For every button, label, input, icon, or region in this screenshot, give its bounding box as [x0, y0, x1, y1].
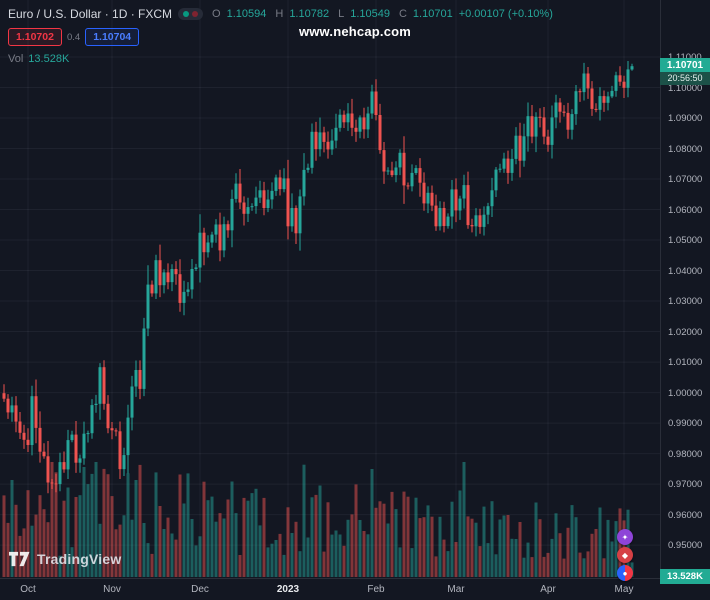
status-dot-red-icon — [192, 11, 199, 17]
price-tick-label: 1.11000 — [668, 52, 702, 63]
price-tick-label: 1.02000 — [668, 327, 703, 338]
price-tick-label: 0.99000 — [668, 418, 703, 429]
floating-action-button-dual[interactable]: ● — [617, 565, 633, 581]
status-dot-green-icon — [183, 11, 190, 17]
tradingview-logo-text: TradingView — [37, 551, 122, 567]
market-status-indicator[interactable] — [178, 8, 204, 20]
price-tick-label: 1.09000 — [668, 113, 703, 124]
last-price-value: 1.10701 — [660, 58, 710, 72]
bid-ask-row: 1.10702 0.4 1.10704 — [8, 28, 553, 46]
floating-action-button-diamond[interactable]: ◆ — [617, 547, 633, 563]
buy-button[interactable]: 1.10704 — [85, 28, 140, 46]
price-tick-label: 1.04000 — [668, 266, 703, 277]
time-tick-label: 2023 — [276, 584, 300, 595]
tradingview-logo-icon — [9, 551, 30, 567]
floating-action-button-sparkle[interactable]: ✦ — [617, 529, 633, 545]
time-tick-label: Nov — [103, 584, 121, 595]
candlestick-chart[interactable] — [0, 0, 660, 578]
time-axis[interactable]: Oct Nov Dec 2023 Feb Mar Apr May — [0, 578, 710, 600]
price-tick-label: 0.98000 — [668, 449, 703, 460]
time-tick-label: Feb — [367, 584, 385, 595]
time-tick-label: Oct — [20, 584, 36, 595]
open-value: 1.10594 — [226, 8, 267, 20]
floating-buttons: ✦ ◆ ● — [617, 529, 633, 581]
tradingview-logo[interactable]: TradingView — [9, 551, 121, 567]
price-tick-label: 1.00000 — [668, 388, 703, 399]
price-tick-label: 1.06000 — [668, 205, 703, 216]
price-tick-label: 1.05000 — [668, 235, 703, 246]
symbol-title[interactable]: Euro / U.S. Dollar · 1D · FXCM — [8, 7, 173, 21]
spread-value: 0.4 — [66, 31, 81, 43]
price-tick-label: 1.10000 — [668, 83, 703, 94]
change-value: +0.00107 (+0.10%) — [458, 8, 553, 20]
volume-layer — [2, 462, 634, 577]
bar-countdown: 20:56:50 — [660, 72, 710, 85]
close-label: C — [398, 8, 407, 20]
last-price-badge: 1.10701 20:56:50 — [660, 58, 710, 85]
volume-axis-badge: 13.528K — [660, 569, 710, 584]
time-tick-label: Mar — [447, 584, 465, 595]
price-tick-label: 1.01000 — [668, 357, 703, 368]
high-value: 1.10782 — [289, 8, 330, 20]
low-value: 1.10549 — [350, 8, 390, 20]
price-tick-label: 1.03000 — [668, 296, 703, 307]
sell-button[interactable]: 1.10702 — [8, 28, 62, 46]
high-label: H — [275, 8, 284, 20]
price-tick-label: 0.95000 — [668, 540, 703, 551]
time-tick-label: May — [614, 584, 634, 595]
volume-value: 13.528K — [28, 53, 70, 65]
price-axis[interactable]: 1.11000 1.10000 1.09000 1.08000 1.07000 1.060… — [660, 0, 710, 578]
chart-legend: Euro / U.S. Dollar · 1D · FXCM O 1.10594… — [8, 7, 553, 65]
close-value: 1.10701 — [412, 8, 453, 20]
volume-row: Vol 13.528K — [8, 53, 553, 65]
volume-label: Vol — [8, 53, 24, 65]
time-tick-label: Apr — [540, 584, 556, 595]
time-tick-label: Dec — [191, 584, 209, 595]
candle-layer — [2, 61, 634, 494]
price-tick-label: 0.96000 — [668, 510, 703, 521]
price-tick-label: 1.08000 — [668, 144, 703, 155]
price-tick-label: 1.07000 — [668, 174, 703, 185]
watermark-text: www.nehcap.com — [298, 24, 412, 39]
grid-layer — [0, 0, 660, 578]
low-label: L — [338, 8, 345, 20]
open-label: O — [212, 8, 221, 20]
price-tick-label: 0.97000 — [668, 479, 703, 490]
legend-symbol-row: Euro / U.S. Dollar · 1D · FXCM O 1.10594… — [8, 7, 553, 21]
